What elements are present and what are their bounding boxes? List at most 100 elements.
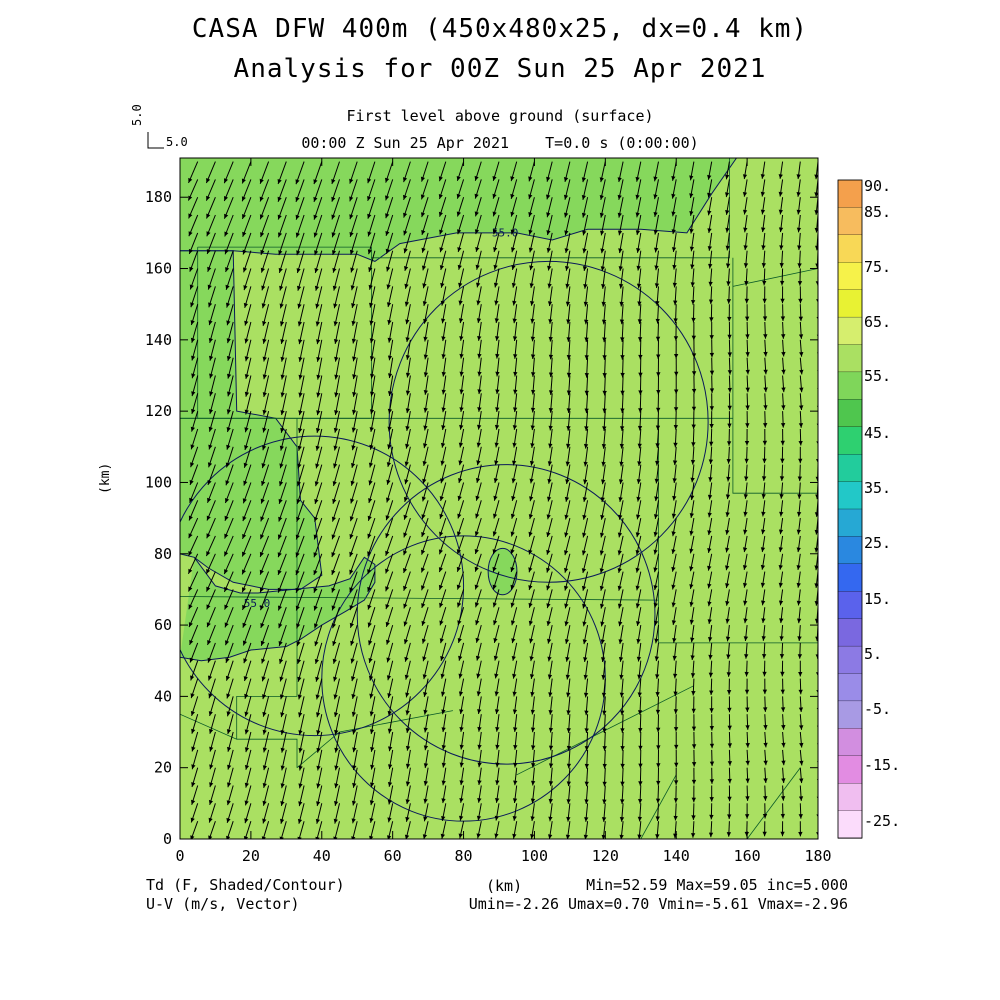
- wind-vector-head: [314, 499, 319, 504]
- wind-vector-head: [494, 673, 499, 679]
- wind-vector-head: [405, 408, 410, 414]
- wind-vector-head: [689, 548, 694, 554]
- wind-vector-head: [691, 708, 696, 714]
- wind-vector-head: [206, 604, 211, 610]
- wind-vector-head: [386, 266, 391, 272]
- wind-vector-head: [474, 549, 479, 554]
- wind-vector-head: [351, 800, 357, 806]
- wind-vector-head: [297, 836, 302, 839]
- wind-vector-head: [815, 281, 818, 286]
- wind-vector-head: [742, 192, 748, 197]
- wind-vector-head: [601, 817, 607, 822]
- wind-vector-head: [780, 689, 785, 695]
- wind-vector-head: [173, 693, 177, 698]
- wind-vector-head: [528, 567, 533, 573]
- wind-vector-head: [296, 268, 301, 273]
- wind-vector-head: [225, 498, 230, 503]
- wind-vector-head: [243, 302, 248, 308]
- wind-vector-head: [584, 781, 589, 787]
- wind-vector-head: [635, 603, 640, 609]
- wind-vector-head: [763, 725, 768, 730]
- wind-vector-head: [674, 780, 679, 785]
- wind-vector-head: [298, 801, 303, 807]
- colorbar-swatch: [837, 783, 863, 812]
- wind-vector-head: [438, 567, 443, 573]
- x-tick-label: 0: [175, 847, 184, 865]
- wind-vector: [180, 607, 181, 609]
- wind-vector-head: [226, 320, 231, 326]
- wind-vector-head: [209, 391, 214, 397]
- wind-vector-head: [725, 600, 730, 606]
- wind-vector-head: [333, 339, 339, 344]
- wind-vector: [764, 838, 765, 839]
- wind-vector: [782, 838, 783, 839]
- wind-vector-head: [707, 530, 712, 536]
- wind-vector-head: [191, 408, 196, 414]
- wind-vector-head: [421, 585, 426, 591]
- wind-vector-head: [333, 463, 338, 469]
- wind-vector-head: [512, 442, 517, 448]
- wind-vector-head: [190, 711, 195, 716]
- wind-vector: [180, 696, 181, 699]
- wind-vector-head: [403, 497, 409, 502]
- wind-vector-head: [780, 440, 785, 446]
- wind-vector: [180, 446, 181, 449]
- wind-vector-head: [298, 357, 303, 362]
- wind-vector-head: [689, 228, 694, 234]
- wind-vector-head: [653, 194, 658, 200]
- wind-vector-head: [493, 264, 498, 270]
- colorbar-swatch: [837, 344, 863, 373]
- wind-vector-head: [600, 230, 605, 236]
- wind-vector-head: [762, 298, 767, 304]
- wind-vector-head: [349, 587, 354, 593]
- wind-vector-head: [208, 426, 213, 432]
- wind-vector-head: [315, 428, 321, 433]
- wind-vector-head: [173, 427, 177, 432]
- wind-vector-head: [190, 302, 195, 308]
- wind-vector-head: [656, 745, 661, 750]
- wind-vector-head: [546, 194, 551, 200]
- wind-vector-head: [599, 568, 604, 573]
- wind-vector-head: [242, 533, 247, 539]
- wind-vector-head: [243, 658, 248, 664]
- wind-vector-head: [743, 600, 748, 606]
- wind-vector-head: [172, 285, 176, 290]
- wind-vector-head: [189, 284, 194, 290]
- wind-vector-head: [689, 513, 694, 518]
- wind-vector-head: [313, 605, 318, 611]
- wind-vector-head: [725, 210, 730, 215]
- wind-vector-head: [403, 532, 408, 538]
- wind-vector-head: [385, 533, 390, 538]
- wind-vector-head: [620, 390, 625, 396]
- wind-vector-head: [781, 369, 786, 375]
- wind-vector-head: [260, 534, 265, 540]
- contour-label: 55.0: [492, 226, 519, 239]
- wind-vector-head: [763, 369, 768, 375]
- wind-vector-head: [403, 248, 408, 254]
- wind-vector-head: [224, 551, 229, 557]
- wind-vector-head: [476, 460, 481, 466]
- wind-vector-head: [422, 674, 427, 680]
- wind-vector-head: [510, 549, 515, 555]
- wind-vector: [498, 838, 499, 839]
- wind-vector-head: [173, 764, 177, 769]
- wind-vector-head: [387, 693, 392, 698]
- wind-vector-head: [458, 300, 463, 306]
- wind-vector-head: [173, 711, 177, 716]
- wind-vector-head: [762, 440, 768, 446]
- wind-vector-head: [690, 495, 695, 501]
- wind-vector-head: [423, 709, 428, 715]
- wind-vector-head: [352, 782, 357, 788]
- wind-vector-head: [636, 248, 641, 253]
- wind-vector-head: [369, 444, 374, 450]
- wind-vector-head: [779, 476, 785, 481]
- wind-vector-head: [403, 514, 408, 520]
- wind-vector-head: [331, 196, 336, 202]
- wind-vector-head: [798, 689, 803, 695]
- wind-vector-head: [475, 495, 480, 501]
- wind-vector-head: [745, 352, 750, 357]
- wind-vector-head: [654, 656, 659, 662]
- wind-vector-head: [566, 372, 572, 378]
- wind-vector-head: [190, 444, 195, 450]
- wind-vector-head: [421, 230, 426, 235]
